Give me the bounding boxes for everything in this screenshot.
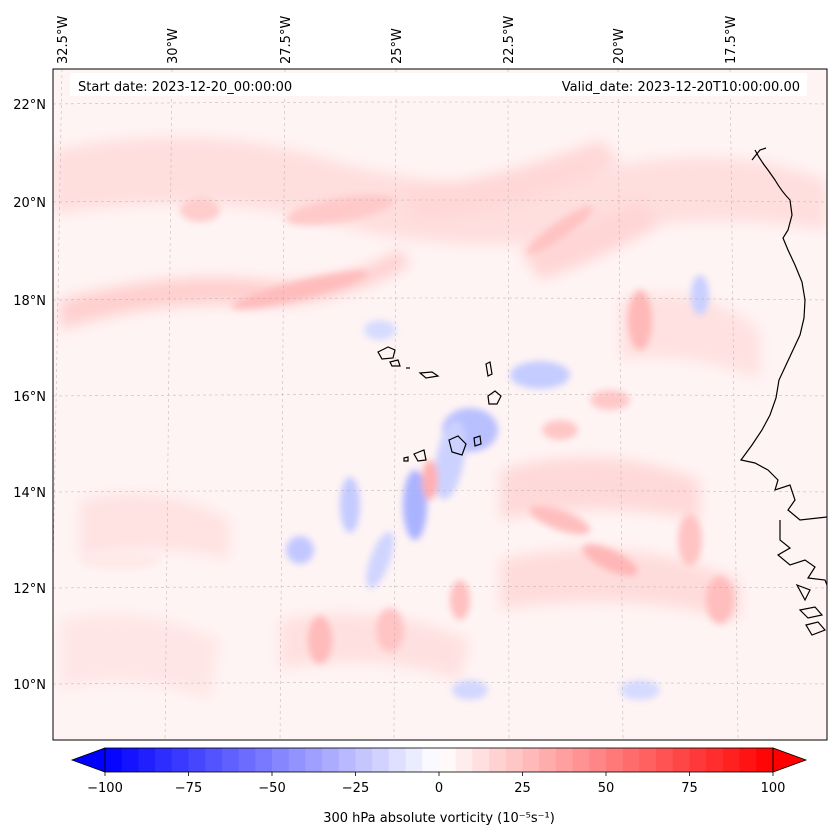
lat-label: 18°N xyxy=(13,294,46,309)
colorbar-segment xyxy=(756,748,774,772)
africa-coastline xyxy=(739,149,827,521)
colorbar-segment xyxy=(372,748,390,772)
colorbar-segment xyxy=(355,748,373,772)
colorbar-segment xyxy=(288,748,306,772)
colorbar-segment xyxy=(171,748,190,772)
lon-label: 30°W xyxy=(166,28,181,64)
colorbar-segment xyxy=(522,748,540,772)
colorbar-segment xyxy=(706,748,724,772)
colorbar-segment xyxy=(238,748,256,772)
colorbar-tick-label: 0 xyxy=(435,781,443,796)
valid-date-label: Valid_date: 2023-12-20T10:00:00.00 xyxy=(562,80,800,95)
colorbar-segment xyxy=(606,748,624,772)
colorbar-ticks: −100 −75 −50 −25 0 25 50 75 100 xyxy=(87,772,785,796)
colorbar-segment xyxy=(622,748,640,772)
colorbar-segment xyxy=(455,748,473,772)
colorbar-segment xyxy=(539,748,557,772)
colorbar-segments xyxy=(105,748,774,772)
colorbar-segment xyxy=(589,748,607,772)
colorbar-segment xyxy=(489,748,507,772)
colorbar-segment xyxy=(689,748,707,772)
colorbar-segment xyxy=(105,748,123,772)
colorbar-tick-label: 75 xyxy=(681,781,698,796)
lon-label: 20°W xyxy=(612,28,627,64)
vorticity-field xyxy=(53,137,827,700)
lon-label: 25°W xyxy=(390,28,405,64)
colorbar-tick-label: 50 xyxy=(598,781,615,796)
lat-label: 12°N xyxy=(13,582,46,597)
lon-label: 22.5°W xyxy=(502,16,517,64)
colorbar-segment xyxy=(639,748,657,772)
vorticity-cells xyxy=(80,194,734,700)
colorbar-segment xyxy=(338,748,357,772)
lon-label: 32.5°W xyxy=(56,16,71,64)
colorbar-segment xyxy=(405,748,423,772)
colorbar-segment xyxy=(422,748,440,772)
start-date-label: Start date: 2023-12-20_00:00:00 xyxy=(78,80,292,95)
longitude-labels: 32.5°W 30°W 27.5°W 25°W 22.5°W 20°W 17.5… xyxy=(56,16,739,64)
colorbar-segment xyxy=(188,748,206,772)
colorbar-segment xyxy=(722,748,741,772)
map-frame xyxy=(52,68,828,741)
colorbar-segment xyxy=(138,748,156,772)
lat-label: 16°N xyxy=(13,390,46,405)
lon-label: 17.5°W xyxy=(724,16,739,64)
colorbar-segment xyxy=(221,748,240,772)
colorbar-tick-label: −25 xyxy=(342,781,369,796)
colorbar-label: 300 hPa absolute vorticity (10⁻⁵s⁻¹) xyxy=(323,811,555,826)
lat-label: 10°N xyxy=(13,678,46,693)
colorbar-tick-label: 25 xyxy=(514,781,531,796)
date-header-box xyxy=(70,73,807,96)
map-panel xyxy=(53,69,827,740)
colorbar-tick-label: −75 xyxy=(175,781,202,796)
colorbar-segment xyxy=(272,748,290,772)
lon-label: 27.5°W xyxy=(279,16,294,64)
colorbar-segment xyxy=(672,748,691,772)
cape-verde-islands xyxy=(377,346,502,462)
latitude-labels: 22°N 20°N 18°N 16°N 14°N 12°N 10°N xyxy=(13,98,46,693)
colorbar-tick-label: −100 xyxy=(87,781,123,796)
colorbar-segment xyxy=(555,748,574,772)
gridlines xyxy=(53,69,827,740)
colorbar-segment xyxy=(572,748,590,772)
colorbar-segment xyxy=(739,748,757,772)
colorbar: −100 −75 −50 −25 0 25 50 75 100 300 hPa absolute… xyxy=(70,747,808,826)
coastlines xyxy=(739,147,827,636)
colorbar-segment xyxy=(322,748,340,772)
colorbar-segment xyxy=(205,748,223,772)
colorbar-max-extension xyxy=(772,747,808,773)
colorbar-segment xyxy=(388,748,407,772)
lat-label: 14°N xyxy=(13,486,46,501)
colorbar-segment xyxy=(305,748,323,772)
colorbar-tick-label: −50 xyxy=(258,781,285,796)
lat-label: 20°N xyxy=(13,196,46,211)
colorbar-segment xyxy=(472,748,490,772)
colorbar-segment xyxy=(121,748,139,772)
colorbar-segment xyxy=(505,748,524,772)
colorbar-tick-label: 100 xyxy=(761,781,786,796)
colorbar-segment xyxy=(656,748,674,772)
lat-label: 22°N xyxy=(13,98,46,113)
colorbar-segment xyxy=(255,748,273,772)
colorbar-min-extension xyxy=(70,747,106,773)
colorbar-segment xyxy=(155,748,173,772)
colorbar-segment xyxy=(439,748,457,772)
